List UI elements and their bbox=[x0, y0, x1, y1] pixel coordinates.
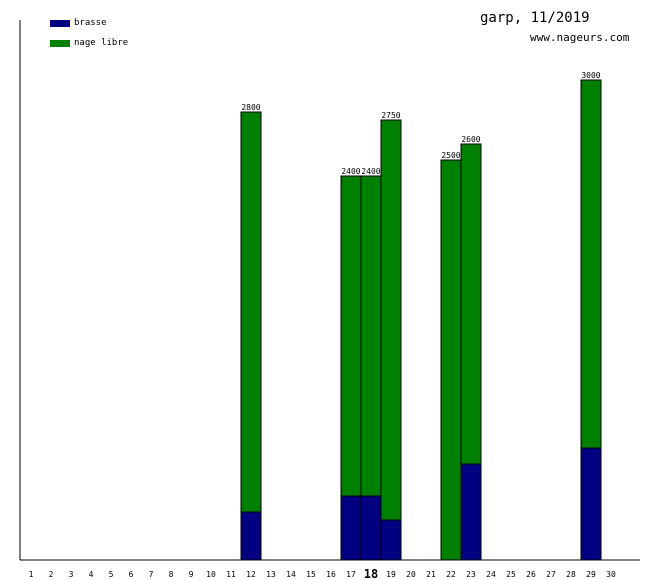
bar-nage-libre-day-22 bbox=[440, 159, 462, 561]
legend-label-nage-libre: nage libre bbox=[74, 38, 129, 48]
legend-swatch-brasse bbox=[50, 19, 70, 27]
x-tick-label-8: 8 bbox=[169, 570, 174, 579]
bar-brasse-day-23 bbox=[460, 463, 482, 561]
x-tick-label-30: 30 bbox=[606, 570, 616, 579]
x-tick-label-1: 1 bbox=[29, 570, 34, 579]
x-tick-label-11: 11 bbox=[226, 570, 236, 579]
legend-label-brasse: brasse bbox=[74, 18, 107, 28]
x-tick-label-14: 14 bbox=[286, 570, 296, 579]
x-tick-label-21: 21 bbox=[426, 570, 436, 579]
x-tick-label-9: 9 bbox=[189, 570, 194, 579]
x-tick-label-20: 20 bbox=[406, 570, 416, 579]
bar-nage-libre-day-17 bbox=[340, 175, 362, 497]
x-tick-label-2: 2 bbox=[49, 570, 54, 579]
x-tick-label-18: 18 bbox=[364, 567, 378, 580]
x-tick-label-4: 4 bbox=[89, 570, 94, 579]
x-tick-label-26: 26 bbox=[526, 570, 536, 579]
total-label-day-22: 2500 bbox=[441, 151, 460, 160]
x-tick-label-3: 3 bbox=[69, 570, 74, 579]
legend-item-brasse: brasse bbox=[50, 18, 107, 28]
bar-brasse-day-18 bbox=[360, 495, 382, 561]
bar-nage-libre-day-18 bbox=[360, 175, 382, 497]
x-tick-label-27: 27 bbox=[546, 570, 556, 579]
total-label-day-29: 3000 bbox=[581, 71, 600, 80]
total-label-day-18: 2400 bbox=[361, 167, 380, 176]
total-label-day-12: 2800 bbox=[241, 103, 260, 112]
total-label-day-17: 2400 bbox=[341, 167, 360, 176]
x-tick-label-29: 29 bbox=[586, 570, 596, 579]
legend-swatch-nage-libre bbox=[50, 39, 70, 47]
legend-item-nage-libre: nage libre bbox=[50, 38, 128, 48]
x-tick-label-23: 23 bbox=[466, 570, 476, 579]
bar-brasse-day-17 bbox=[340, 495, 362, 561]
x-tick-label-6: 6 bbox=[129, 570, 134, 579]
bar-brasse-day-12 bbox=[240, 511, 262, 561]
chart-title: garp, 11/2019 bbox=[480, 10, 590, 26]
x-tick-label-28: 28 bbox=[566, 570, 576, 579]
x-tick-label-19: 19 bbox=[386, 570, 396, 579]
x-tick-label-7: 7 bbox=[149, 570, 154, 579]
x-tick-label-17: 17 bbox=[346, 570, 356, 579]
x-tick-label-12: 12 bbox=[246, 570, 256, 579]
site-url: www.nageurs.com bbox=[530, 31, 630, 44]
bar-brasse-day-29 bbox=[580, 447, 602, 561]
bar-nage-libre-day-23 bbox=[460, 143, 482, 465]
x-tick-label-22: 22 bbox=[446, 570, 456, 579]
x-tick-label-24: 24 bbox=[486, 570, 496, 579]
bar-nage-libre-day-12 bbox=[240, 111, 262, 513]
x-tick-label-25: 25 bbox=[506, 570, 516, 579]
bar-nage-libre-day-19 bbox=[380, 119, 402, 521]
total-label-day-19: 2750 bbox=[381, 111, 400, 120]
x-tick-label-13: 13 bbox=[266, 570, 276, 579]
bar-nage-libre-day-29 bbox=[580, 79, 602, 449]
total-label-day-23: 2600 bbox=[461, 135, 480, 144]
bar-brasse-day-19 bbox=[380, 519, 402, 561]
x-tick-label-15: 15 bbox=[306, 570, 316, 579]
x-tick-label-10: 10 bbox=[206, 570, 216, 579]
x-tick-label-16: 16 bbox=[326, 570, 336, 579]
x-tick-label-5: 5 bbox=[109, 570, 114, 579]
